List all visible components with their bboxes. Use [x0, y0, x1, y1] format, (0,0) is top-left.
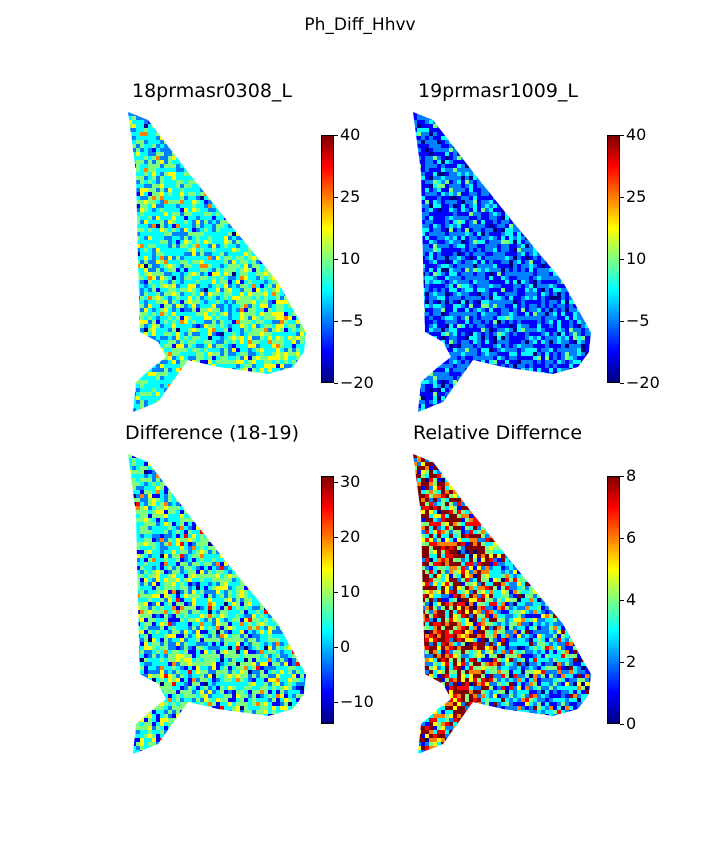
- colorbar-tick-label: 40: [340, 125, 361, 144]
- colorbar-tick-label: 25: [626, 187, 647, 206]
- panel-title-relative-difference: Relative Differnce: [413, 422, 583, 444]
- colorbar-tick-mark: [334, 321, 338, 322]
- colorbar-tick-mark: [620, 321, 624, 322]
- heatmap-relative-difference: [413, 454, 591, 754]
- colorbar-tick-mark: [620, 538, 624, 539]
- colorbar-tick-label: 2: [626, 652, 637, 671]
- colorbar-tick-mark: [620, 259, 624, 260]
- colorbar-difference: [321, 476, 334, 724]
- colorbar-tick-mark: [620, 600, 624, 601]
- colorbar-tick-mark: [334, 197, 338, 198]
- heatmap-cells: [128, 112, 306, 412]
- colorbar-tick-mark: [334, 647, 338, 648]
- colorbar-tick-mark: [620, 724, 624, 725]
- heatmap-cells: [128, 454, 306, 754]
- panel-title-19prmasr1009: 19prmasr1009_L: [418, 80, 579, 102]
- colorbar-tick-label: 6: [626, 528, 637, 547]
- colorbar-tick-label: 10: [340, 249, 361, 268]
- colorbar-tick-label: −10: [340, 692, 374, 711]
- heatmap-difference: [128, 454, 306, 754]
- colorbar-tick-label: 30: [340, 472, 361, 491]
- colorbar-tick-mark: [334, 592, 338, 593]
- colorbar-tick-mark: [334, 537, 338, 538]
- colorbar-tick-mark: [620, 662, 624, 663]
- colorbar-tick-label: 10: [626, 249, 647, 268]
- colorbar-tick-mark: [334, 702, 338, 703]
- figure-suptitle: Ph_Diff_Hhvv: [304, 15, 416, 35]
- colorbar-tick-label: 0: [340, 637, 351, 656]
- colorbar-19prmasr1009: [607, 135, 620, 383]
- colorbar-tick-mark: [620, 135, 624, 136]
- colorbar-tick-label: 25: [340, 187, 361, 206]
- colorbar-tick-mark: [620, 476, 624, 477]
- colorbar-tick-mark: [334, 135, 338, 136]
- colorbar-tick-label: −20: [626, 373, 660, 392]
- heatmap-19prmasr1009: [413, 112, 591, 412]
- colorbar-tick-mark: [620, 197, 624, 198]
- colorbar-tick-mark: [334, 383, 338, 384]
- colorbar-tick-label: 40: [626, 125, 647, 144]
- colorbar-tick-label: −5: [340, 311, 364, 330]
- heatmap-cells: [413, 112, 591, 412]
- colorbar-tick-label: 0: [626, 714, 637, 733]
- colorbar-relative-difference: [607, 476, 620, 724]
- colorbar-tick-label: 10: [340, 582, 361, 601]
- colorbar-18prmasr0308: [321, 135, 334, 383]
- colorbar-tick-mark: [334, 259, 338, 260]
- panel-title-difference: Difference (18-19): [125, 422, 300, 444]
- colorbar-tick-label: 4: [626, 590, 637, 609]
- colorbar-tick-label: −20: [340, 373, 374, 392]
- colorbar-tick-label: 20: [340, 527, 361, 546]
- panel-title-18prmasr0308: 18prmasr0308_L: [132, 80, 293, 102]
- colorbar-tick-mark: [334, 482, 338, 483]
- colorbar-tick-mark: [620, 383, 624, 384]
- colorbar-tick-label: −5: [626, 311, 650, 330]
- colorbar-tick-label: 8: [626, 466, 637, 485]
- heatmap-18prmasr0308: [128, 112, 306, 412]
- heatmap-cells: [413, 454, 591, 754]
